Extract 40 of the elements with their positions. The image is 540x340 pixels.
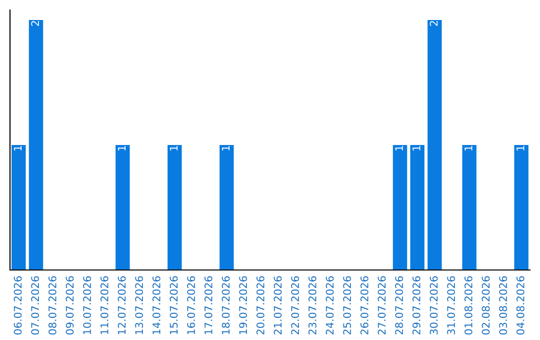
data-label: 1: [412, 146, 420, 150]
x-tick-label: 28.07.2026: [395, 276, 404, 334]
x-tick-label: 02.08.2026: [482, 276, 490, 335]
x-tick-label: 20.07.2026: [256, 276, 264, 334]
x-tick-label: 23.07.2026: [308, 276, 316, 334]
data-label: 1: [464, 146, 472, 150]
x-tick-label: 25.07.2026: [343, 276, 352, 334]
x-tick-label: 21.07.2026: [274, 276, 282, 334]
x-tick-label: 27.07.2026: [378, 276, 386, 334]
data-label: 1: [118, 146, 126, 150]
x-tick-label: 30.07.2026: [430, 276, 438, 334]
x-tick-label: 22.07.2026: [291, 276, 300, 334]
x-tick-label: 11.07.2026: [100, 276, 108, 334]
x-tick-label: 18.07.2026: [222, 276, 230, 334]
x-tick-label: 16.07.2026: [187, 276, 196, 334]
x-tick-label: 24.07.2026: [326, 276, 334, 334]
data-label: 1: [395, 146, 403, 150]
x-tick-label: 13.07.2026: [135, 276, 144, 334]
data-label: 1: [516, 146, 524, 150]
x-tick-label: 10.07.2026: [83, 276, 92, 334]
x-tick-label: 08.07.2026: [48, 276, 56, 335]
x-tick-label: 14.07.2026: [152, 276, 160, 334]
data-label: 2: [430, 21, 438, 26]
data-label: 1: [170, 146, 178, 150]
x-tick-label: 06.07.2026: [14, 276, 22, 335]
x-tick-label: 01.08.2026: [464, 276, 472, 335]
x-tick-label: 12.07.2026: [118, 276, 126, 334]
data-label: 2: [31, 21, 39, 26]
x-tick-label: 04.08.2026: [516, 276, 524, 335]
x-tick-label: 19.07.2026: [239, 276, 248, 334]
x-tick-label: 15.07.2026: [170, 276, 178, 334]
data-label: 1: [14, 146, 22, 150]
x-tick-label: 03.08.2026: [499, 276, 508, 335]
data-label: 1: [222, 146, 230, 150]
x-tick-label: 26.07.2026: [360, 276, 368, 334]
x-tick-label: 29.07.2026: [412, 276, 420, 334]
x-tick-label: 09.07.2026: [66, 276, 74, 335]
x-tick-label: 31.07.2026: [447, 276, 456, 334]
x-tick-label: 07.07.2026: [31, 276, 40, 335]
x-tick-label: 17.07.2026: [204, 276, 212, 334]
